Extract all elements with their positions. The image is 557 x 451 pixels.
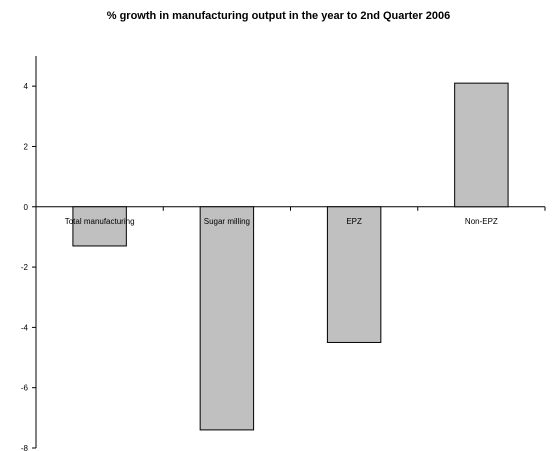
y-tick-label: 0 [24, 203, 29, 212]
y-tick-label: -8 [21, 444, 29, 451]
category-label: Total manufacturing [65, 217, 135, 226]
bar-sugar-milling [199, 206, 255, 431]
y-tick-label: 2 [24, 142, 29, 151]
y-tick-label: 4 [24, 82, 29, 91]
category-label: EPZ [346, 217, 362, 226]
y-tick-label: -6 [21, 384, 29, 393]
bar-non-epz [454, 82, 509, 208]
y-tick-label: -2 [21, 263, 29, 272]
bar-total-manufacturing [72, 206, 127, 247]
bar-epz [326, 206, 382, 343]
category-label: Sugar milling [204, 217, 250, 226]
chart-title: % growth in manufacturing output in the … [106, 10, 451, 22]
y-tick-label: -4 [21, 323, 29, 332]
category-label: Non-EPZ [465, 217, 498, 226]
